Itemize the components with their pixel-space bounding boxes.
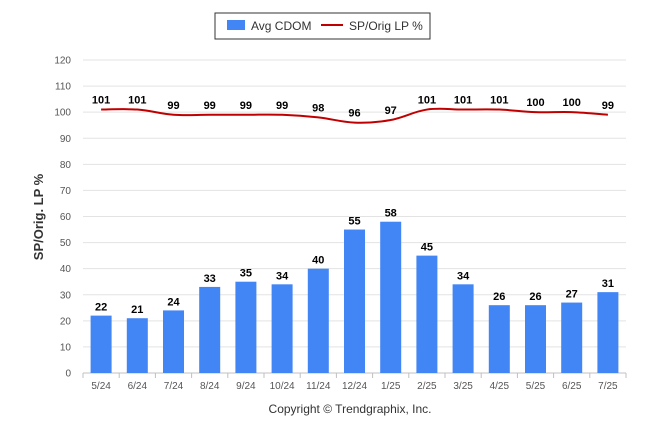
bar-value-label: 21 bbox=[131, 304, 143, 316]
bar-value-label: 27 bbox=[566, 289, 578, 301]
y-tick-label: 30 bbox=[60, 290, 72, 301]
x-tick-label: 6/25 bbox=[562, 381, 582, 392]
bar-value-label: 33 bbox=[204, 273, 216, 285]
bar-value-label: 26 bbox=[493, 291, 505, 303]
bar-avg-cdom bbox=[307, 268, 329, 373]
bar-avg-cdom bbox=[561, 302, 583, 373]
legend-swatch-avg-cdom bbox=[227, 20, 245, 30]
y-axis: 0 10 20 30 40 50 60 70 80 90 100 110 120 bbox=[54, 56, 71, 380]
bar-avg-cdom bbox=[416, 255, 438, 373]
line-value-label: 99 bbox=[602, 100, 614, 112]
line-value-label: 101 bbox=[490, 95, 508, 107]
bar-value-label: 24 bbox=[167, 296, 180, 308]
y-axis-title: SP/Orig. LP % bbox=[31, 173, 46, 260]
bar-avg-cdom bbox=[344, 229, 365, 373]
legend-label-sp-orig-lp: SP/Orig LP % bbox=[349, 19, 423, 33]
line-value-label: 100 bbox=[526, 97, 544, 109]
line-value-label: 99 bbox=[240, 100, 252, 112]
x-tick-label: 5/24 bbox=[91, 381, 111, 392]
line-value-label: 97 bbox=[385, 105, 397, 117]
bar-value-label: 26 bbox=[529, 291, 541, 303]
y-tick-label: 50 bbox=[60, 238, 72, 249]
line-value-label: 99 bbox=[167, 100, 179, 112]
legend-label-avg-cdom: Avg CDOM bbox=[251, 19, 311, 33]
bar-value-label: 58 bbox=[385, 208, 397, 220]
line-value-label: 101 bbox=[128, 95, 146, 107]
y-tick-label: 100 bbox=[54, 108, 71, 119]
x-tick-label: 5/25 bbox=[526, 381, 546, 392]
x-tick-label: 7/25 bbox=[598, 381, 618, 392]
bar-avg-cdom bbox=[452, 284, 474, 373]
bar-value-label: 40 bbox=[312, 255, 324, 267]
y-tick-label: 40 bbox=[60, 264, 72, 275]
bar-value-label: 22 bbox=[95, 302, 107, 314]
x-tick-label: 11/24 bbox=[306, 381, 331, 392]
bar-avg-cdom bbox=[126, 318, 148, 373]
x-tick-label: 10/24 bbox=[270, 381, 295, 392]
line-value-label: 98 bbox=[312, 102, 324, 114]
bar-avg-cdom bbox=[163, 310, 184, 373]
bar-value-label: 34 bbox=[457, 270, 470, 282]
bar-value-label: 31 bbox=[602, 278, 614, 290]
bar-value-label: 34 bbox=[276, 270, 289, 282]
line-value-label: 100 bbox=[563, 97, 581, 109]
x-tick-label: 4/25 bbox=[490, 381, 510, 392]
bar-avg-cdom bbox=[90, 315, 112, 373]
y-tick-label: 110 bbox=[55, 82, 71, 93]
bar-avg-cdom bbox=[235, 281, 257, 373]
bar-avg-cdom bbox=[597, 292, 619, 373]
bar-value-label: 45 bbox=[421, 242, 433, 254]
y-tick-label: 10 bbox=[60, 342, 72, 353]
x-tick-label: 7/24 bbox=[164, 381, 184, 392]
y-tick-label: 60 bbox=[60, 212, 72, 223]
x-tick-label: 6/24 bbox=[128, 381, 148, 392]
bar-series-avg-cdom bbox=[90, 221, 619, 373]
bar-value-label: 35 bbox=[240, 268, 252, 280]
line-value-label: 99 bbox=[204, 100, 216, 112]
x-tick-label: 2/25 bbox=[417, 381, 437, 392]
x-axis: 5/24 6/24 7/24 8/24 9/24 10/24 11/24 12/24 1/25 2… bbox=[82, 372, 627, 392]
bar-avg-cdom bbox=[199, 286, 221, 373]
y-tick-label: 120 bbox=[54, 56, 71, 67]
bar-avg-cdom bbox=[271, 284, 293, 373]
bar-avg-cdom bbox=[380, 221, 402, 373]
line-value-label: 101 bbox=[418, 95, 436, 107]
y-tick-label: 80 bbox=[60, 160, 72, 171]
x-tick-label: 1/25 bbox=[381, 381, 401, 392]
line-value-label: 99 bbox=[276, 100, 288, 112]
line-series-sp-orig-lp bbox=[101, 107, 608, 124]
line-value-label: 101 bbox=[92, 95, 110, 107]
bar-value-label: 55 bbox=[348, 216, 360, 228]
y-tick-label: 90 bbox=[60, 134, 72, 145]
x-tick-label: 8/24 bbox=[200, 381, 220, 392]
bar-avg-cdom bbox=[525, 305, 546, 373]
y-tick-label: 20 bbox=[60, 316, 72, 327]
y-tick-label: 70 bbox=[60, 186, 72, 197]
line-value-label: 101 bbox=[454, 95, 472, 107]
x-tick-label: 9/24 bbox=[236, 381, 256, 392]
bar-avg-cdom bbox=[488, 305, 510, 373]
y-tick-label: 0 bbox=[65, 369, 71, 380]
line-sp-orig-lp bbox=[101, 107, 608, 124]
x-tick-label: 12/24 bbox=[342, 381, 367, 392]
line-value-label: 96 bbox=[348, 108, 360, 120]
x-tick-label: 3/25 bbox=[453, 381, 473, 392]
copyright-text: Copyright © Trendgraphix, Inc. bbox=[269, 402, 432, 416]
legend: Avg CDOM SP/Orig LP % bbox=[214, 12, 431, 40]
data-labels: 22 21 24 33 35 34 40 55 58 45 34 26 26 27 31 101 101 99 99… bbox=[92, 95, 614, 317]
